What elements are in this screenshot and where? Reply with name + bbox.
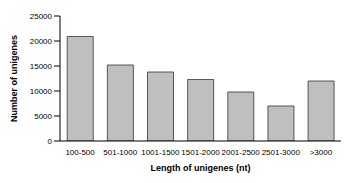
svg-text:10000: 10000 bbox=[30, 87, 53, 96]
svg-text:2501-3000: 2501-3000 bbox=[262, 148, 301, 157]
svg-text:>3000: >3000 bbox=[310, 148, 333, 157]
svg-text:501-1000: 501-1000 bbox=[103, 148, 137, 157]
svg-text:5000: 5000 bbox=[34, 112, 52, 121]
svg-text:25000: 25000 bbox=[30, 12, 53, 21]
svg-text:Length of unigenes (nt): Length of unigenes (nt) bbox=[151, 163, 251, 173]
svg-text:1501-2000: 1501-2000 bbox=[181, 148, 220, 157]
svg-text:Number of unigenes: Number of unigenes bbox=[9, 35, 19, 122]
svg-text:2001-2500: 2001-2500 bbox=[222, 148, 261, 157]
svg-text:100-500: 100-500 bbox=[65, 148, 95, 157]
svg-text:0: 0 bbox=[48, 137, 53, 146]
svg-text:1001-1500: 1001-1500 bbox=[141, 148, 180, 157]
svg-text:15000: 15000 bbox=[30, 62, 53, 71]
svg-text:20000: 20000 bbox=[30, 37, 53, 46]
